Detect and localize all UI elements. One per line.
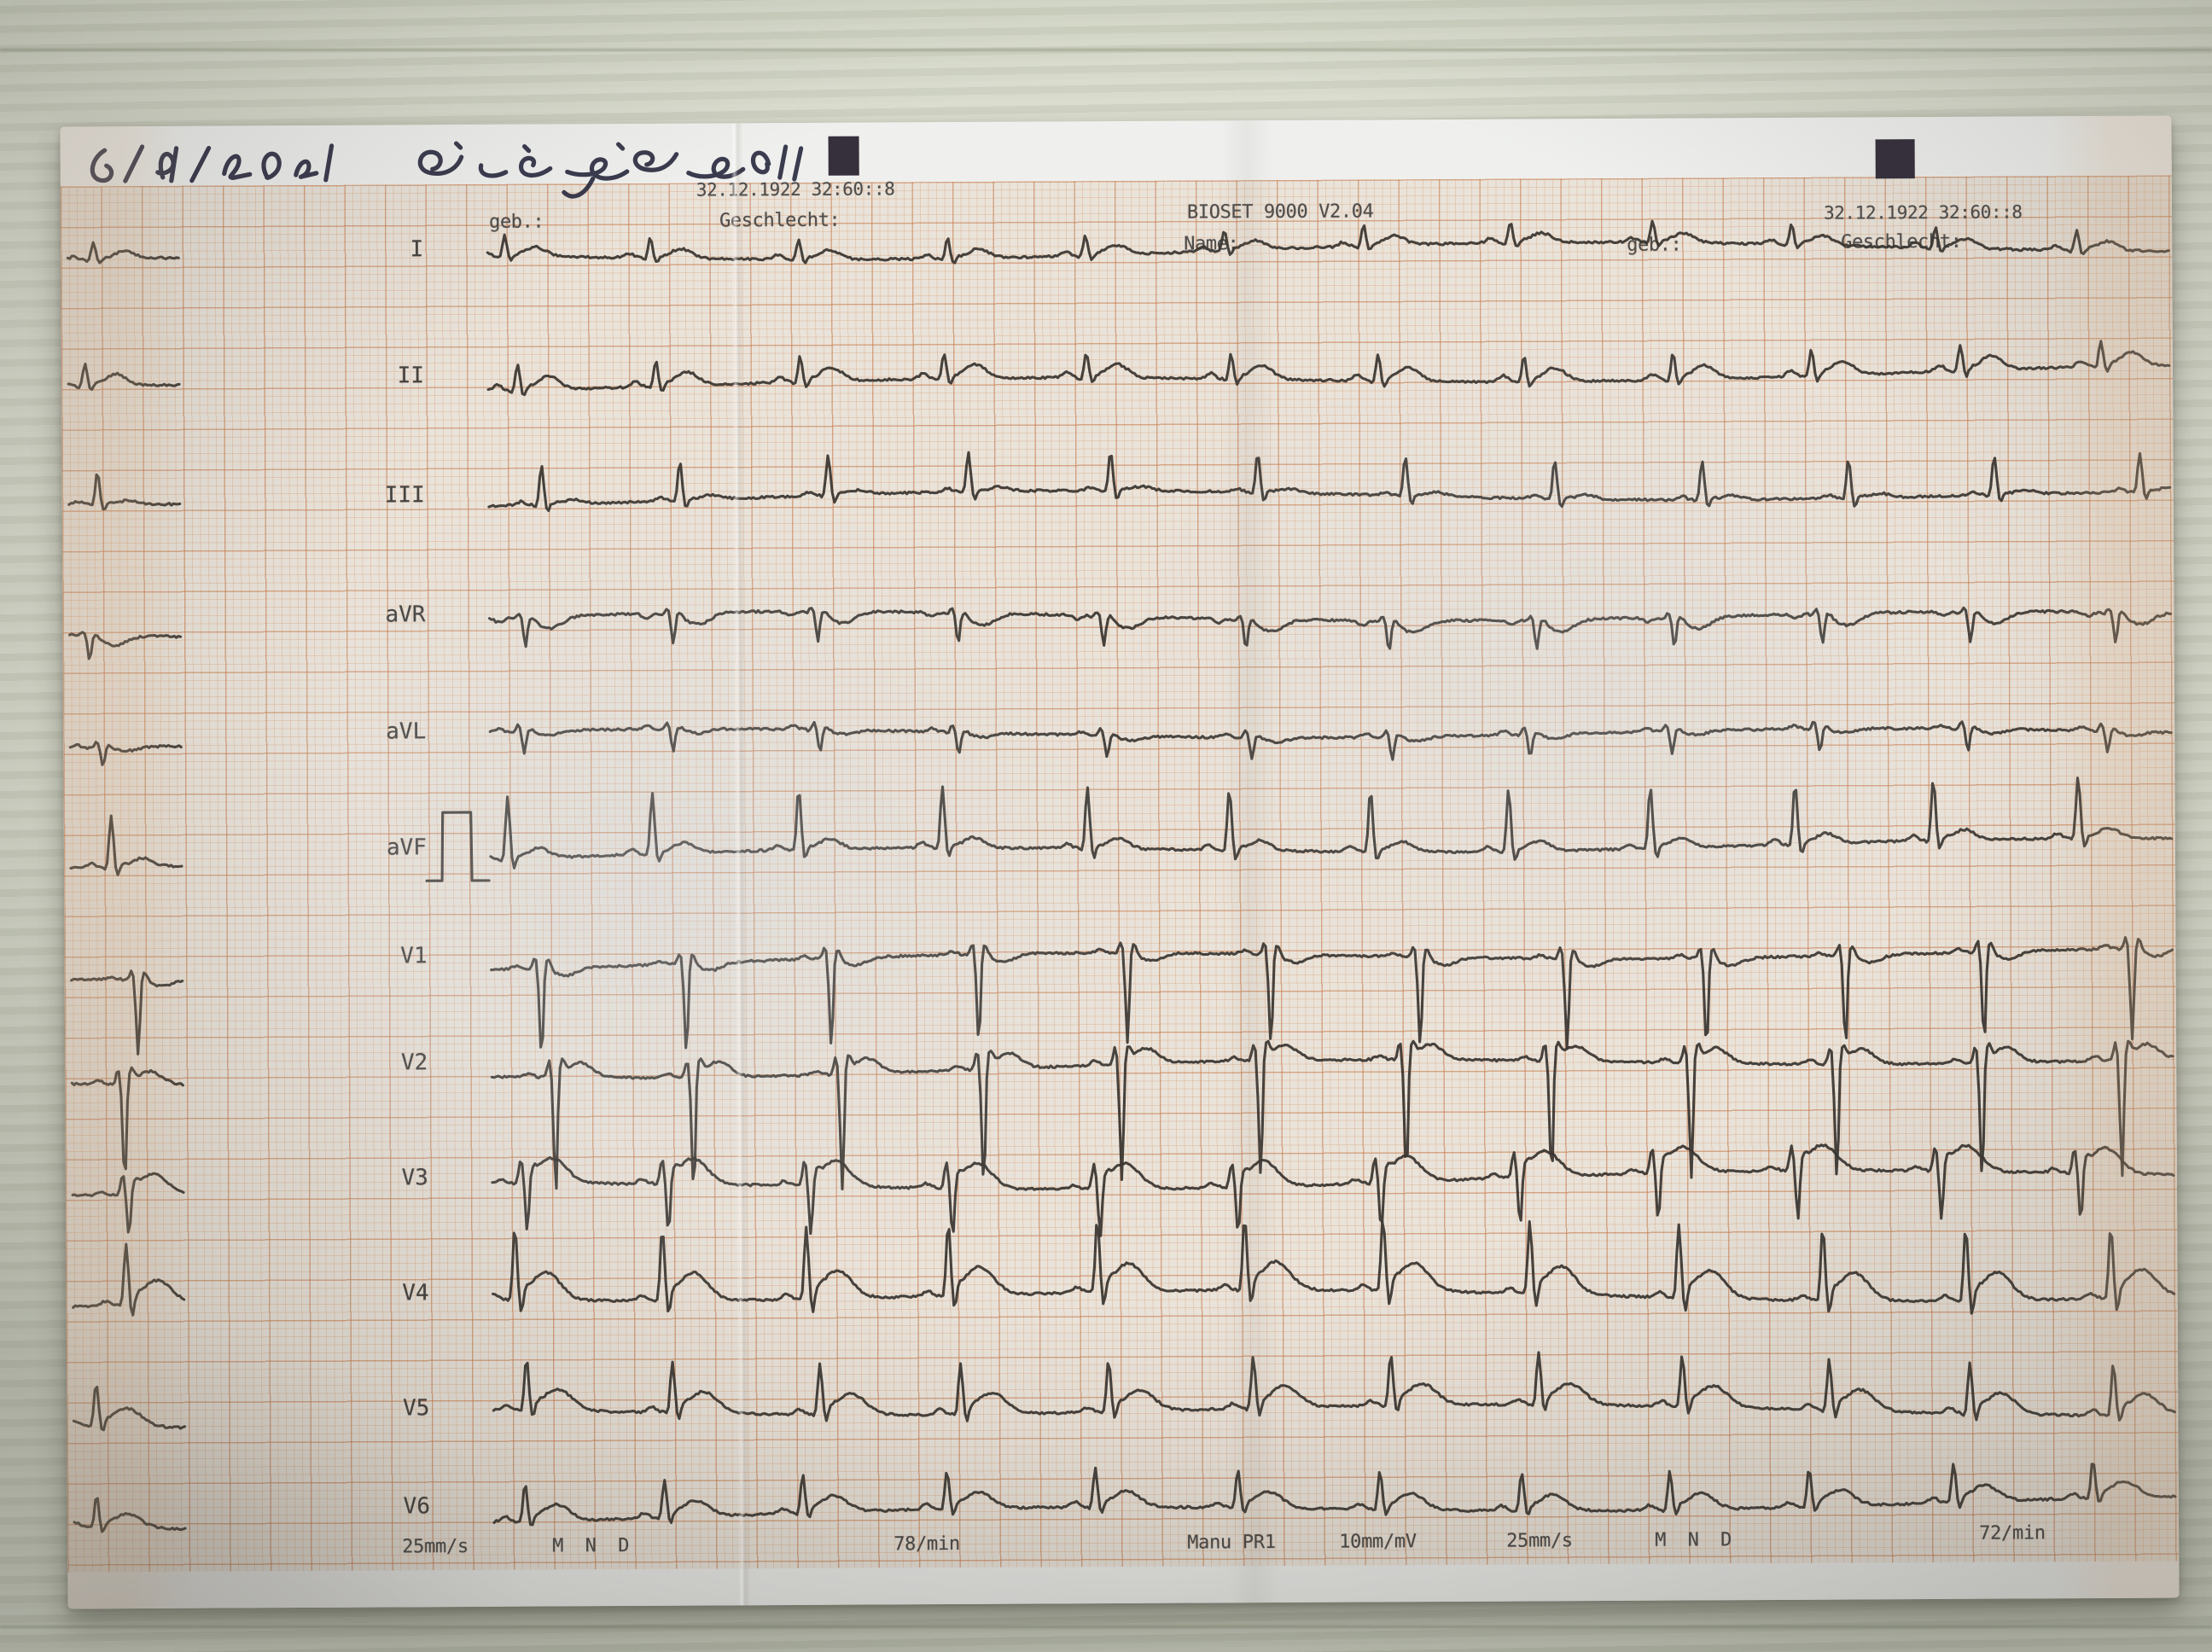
lead-trace-I [486,219,2170,265]
table-plank-groove [0,1626,2212,1628]
lead-trace-stub-III [67,473,182,511]
footer-heart-rate-left: 78/min [894,1533,960,1556]
handwritten-annotation [90,141,804,199]
footer-heart-rate-right: 72/min [1979,1522,2046,1544]
lead-trace-stub-I [66,241,180,265]
footer-gain-setting: 10mm/mV [1339,1531,1417,1553]
lead-trace-III [487,451,2172,513]
lead-trace-V4 [492,1219,2176,1315]
lead-trace-II [486,340,2171,397]
lead-trace-stub-V5 [72,1385,186,1432]
footer-paper-speed-left: 25mm/s [402,1536,469,1558]
lead-trace-stub-aVL [68,741,183,766]
lead-trace-stub-V4 [72,1242,186,1317]
footer-mode-left: M N D [552,1534,635,1557]
footer-manu-label: Manu PR1 [1187,1532,1276,1554]
footer-mode-right: M N D [1655,1529,1738,1551]
lead-trace-stub-aVR [68,631,183,660]
lead-trace-stub-V1 [70,969,184,1056]
lead-trace-stub-V2 [70,1066,184,1171]
lead-trace-V5 [492,1351,2176,1422]
lead-trace-stub-II [67,362,181,392]
lead-trace-V3 [491,1143,2175,1237]
lead-trace-aVR [487,606,2173,650]
lead-trace-aVL [488,720,2173,761]
lead-trace-V1 [490,936,2174,1050]
table-plank-groove [0,49,2212,51]
lead-trace-V2 [490,1039,2174,1190]
ecg-paper: 32.12.1922 32:60::8 geb.: Geschlecht: BI… [60,115,2180,1609]
lead-trace-stub-V3 [71,1172,185,1234]
calibration-pulse [425,811,491,882]
footer-paper-speed-right: 25mm/s [1506,1530,1573,1552]
ecg-waveforms [66,219,2177,1533]
lead-trace-stub-V6 [73,1497,187,1533]
lead-trace-V6 [492,1463,2177,1527]
lead-trace-stub-aVF [69,814,183,876]
lead-trace-aVF [489,777,2174,870]
